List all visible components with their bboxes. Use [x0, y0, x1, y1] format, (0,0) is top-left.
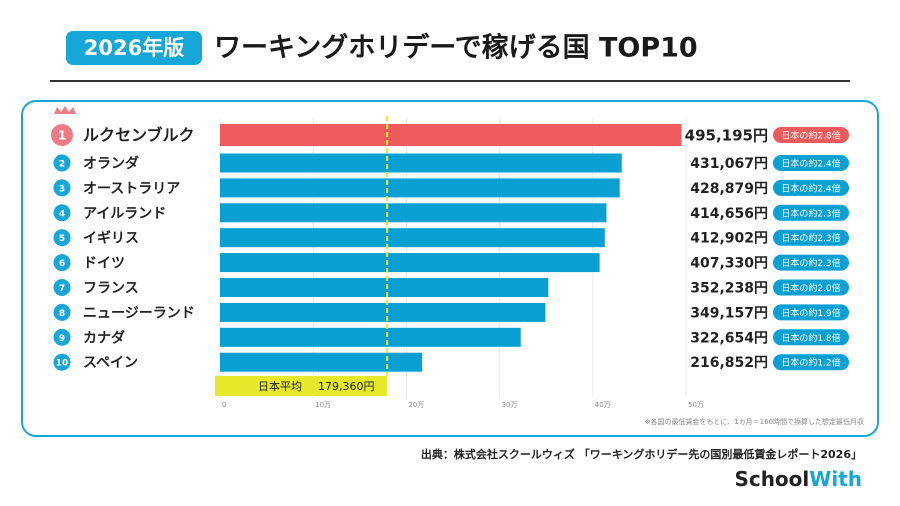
rank: 1 [58, 129, 66, 143]
note: ※各国の最低賃金をもとに、1カ月＝160時間で換算した想定最低月収 [645, 417, 864, 426]
reference-label: 日本平均 [258, 379, 302, 393]
rank: 7 [59, 284, 65, 294]
value-label: 428,879円 [690, 181, 768, 197]
rank: 10 [56, 359, 69, 369]
reference-value: 179,360円 [318, 380, 375, 393]
rank: 5 [59, 234, 65, 244]
value-label: 322,654円 [690, 330, 768, 346]
ratio-badge [773, 204, 849, 221]
ratio-badge [773, 279, 849, 296]
value-label: 349,157円 [690, 305, 768, 321]
rank: 9 [59, 334, 65, 344]
rank: 4 [59, 209, 65, 219]
category-label: スペイン [83, 355, 138, 371]
category-label: フランス [83, 281, 139, 297]
x-tick-label: 0 [222, 401, 226, 409]
source: 出典：株式会社スクールウィズ 「ワーキングホリデー先の国別最低賃金レポート202… [421, 447, 862, 461]
ratio-badge [773, 179, 849, 196]
bar [220, 124, 682, 146]
x-tick-label: 40万 [595, 401, 611, 409]
category-label: イギリス [83, 230, 139, 247]
rank: 3 [59, 184, 65, 194]
ratio-badge [773, 354, 849, 371]
bar [220, 327, 521, 347]
rank-circle [53, 254, 71, 272]
rank-circle [53, 303, 71, 321]
rank: 8 [59, 309, 65, 319]
rank: 6 [59, 259, 65, 269]
category-label: ドイツ [83, 256, 125, 272]
ratio-label: 日本の約2.8倍 [781, 130, 840, 142]
brand-accent: With [809, 467, 862, 491]
reference-box [215, 376, 388, 396]
value-label: 407,330円 [690, 256, 768, 272]
bar [220, 302, 546, 322]
category-label: ニュージーランド [83, 305, 195, 321]
x-tick-label: 20万 [408, 401, 424, 409]
ratio-label: 日本の約2.4倍 [781, 158, 840, 170]
x-tick-label: 30万 [502, 401, 518, 409]
ratio-label: 日本の約1.8倍 [781, 332, 840, 344]
ratio-badge [773, 304, 849, 321]
ratio-badge [773, 155, 849, 171]
bar [220, 203, 607, 223]
bar [220, 278, 549, 297]
value-label: 216,852円 [690, 355, 768, 371]
ratio-label: 日本の約2.0倍 [781, 282, 840, 294]
value-label: 431,067円 [690, 156, 768, 172]
edition-badge [66, 31, 202, 65]
bar [220, 352, 423, 372]
value-label: 352,238円 [690, 281, 768, 297]
rank-circle [53, 204, 71, 222]
bar [220, 228, 605, 248]
bar [220, 178, 620, 198]
category-label: カナダ [83, 329, 125, 346]
bar [220, 253, 600, 273]
rank-circle [53, 229, 71, 247]
x-tick-label: 50万 [688, 401, 704, 409]
category-label: オランダ [83, 155, 139, 172]
rank: 2 [59, 160, 65, 170]
brand: SchoolWith [734, 467, 862, 491]
rank-circle [53, 154, 71, 172]
ratio-label: 日本の約2.3倍 [781, 207, 840, 219]
brand-part: School [734, 467, 809, 491]
card [21, 100, 879, 437]
value-label: 495,195円 [685, 127, 768, 145]
rank-circle [53, 353, 71, 371]
value-label: 414,656円 [690, 206, 768, 222]
category-label: ルクセンブルク [83, 126, 195, 145]
ratio-badge [773, 254, 849, 271]
category-label: オーストラリア [83, 181, 180, 197]
rank-circle [51, 124, 73, 146]
rank-circle [53, 279, 71, 296]
ratio-label: 日本の約2.3倍 [781, 257, 840, 269]
ratio-label: 日本の約2.4倍 [781, 182, 840, 194]
rank-circle [53, 328, 71, 346]
ratio-badge [773, 127, 849, 143]
chart-title: ワーキングホリデーで稼げる国 TOP10 [214, 32, 698, 64]
crown-icon [54, 106, 76, 114]
bar [220, 153, 622, 173]
value-label: 412,902円 [690, 231, 768, 247]
ratio-label: 日本の約1.9倍 [781, 307, 840, 319]
rank-circle [53, 179, 71, 197]
ratio-badge [773, 229, 849, 246]
x-tick-label: 10万 [315, 401, 331, 409]
ratio-label: 日本の約1.2倍 [781, 357, 840, 369]
edition: 2026年版 [84, 36, 184, 60]
ratio-badge [773, 329, 849, 346]
category-label: アイルランド [83, 206, 166, 222]
ratio-label: 日本の約2.3倍 [781, 232, 840, 244]
